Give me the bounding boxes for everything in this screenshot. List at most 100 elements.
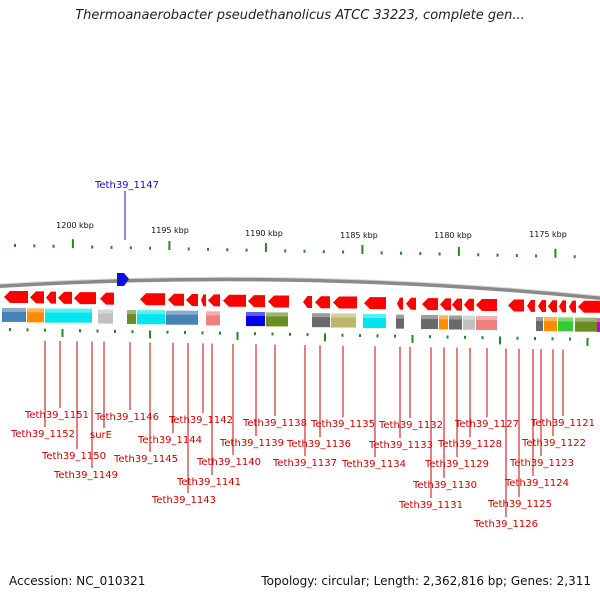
- cog-box-sheen: [575, 317, 597, 322]
- map-title: Thermoanaerobacter pseudethanolicus ATCC…: [75, 8, 525, 23]
- gene-label: Teth39_1137: [272, 458, 337, 469]
- cog-box: [463, 315, 475, 330]
- gene-arrow: [223, 294, 246, 307]
- gene-arrow: [201, 294, 206, 307]
- gene-label: Teth39_1145: [113, 454, 178, 465]
- gene-arrow: [406, 297, 416, 310]
- gene-label: Teth39_1150: [41, 451, 106, 462]
- gene-label: Teth39_1136: [286, 439, 351, 450]
- gene-arrow: [397, 297, 403, 310]
- gene-arrow: [4, 290, 28, 303]
- cog-box-sheen: [396, 314, 404, 319]
- gene-arrow: [559, 300, 566, 313]
- cog-box-sheen: [266, 312, 288, 317]
- gene-arrow: [364, 297, 386, 310]
- scale-label: 1185 kbp: [340, 231, 378, 240]
- cog-box: [449, 315, 462, 330]
- gene-label: Teth39_1126: [473, 519, 538, 530]
- cog-box-sheen: [45, 308, 92, 313]
- cog-box-sheen: [421, 315, 438, 320]
- cog-box: [363, 314, 386, 329]
- gene-label: Teth39_1146: [94, 412, 159, 423]
- cog-box-sheen: [363, 314, 386, 319]
- gene-arrow: [30, 291, 44, 304]
- gene-arrow: [476, 298, 497, 311]
- backbone-highlight: [0, 276, 600, 297]
- gene-arrow: [464, 298, 474, 311]
- gene-arrow: [569, 300, 576, 313]
- cog-box: [597, 318, 600, 333]
- gene-arrow: [315, 296, 330, 309]
- gene-label: Teth39_1130: [412, 480, 477, 491]
- gene-arrow: [100, 292, 114, 305]
- scale-label: 1180 kbp: [434, 231, 472, 240]
- gene-arrow: [548, 300, 557, 313]
- highlight-gene-label: Teth39_1147: [94, 180, 159, 191]
- gene-label: Teth39_1125: [487, 499, 552, 510]
- gene-label: Teth39_1129: [424, 459, 489, 470]
- scale-label: 1175 kbp: [529, 230, 567, 239]
- cog-box: [266, 312, 288, 327]
- cog-box: [396, 314, 404, 329]
- topology-text: Topology: circular; Length: 2,362,816 bp…: [261, 574, 591, 588]
- cog-box: [558, 317, 573, 332]
- gene-arrow: [452, 298, 462, 311]
- cog-box-sheen: [476, 315, 497, 320]
- cog-box-sheen: [27, 308, 44, 313]
- gene-label: Teth39_1121: [530, 418, 595, 429]
- gene-label: Teth39_1132: [378, 420, 443, 431]
- cog-box: [45, 308, 92, 323]
- cog-box-sheen: [544, 317, 557, 322]
- cog-box: [166, 310, 198, 325]
- gene-arrow: [422, 298, 438, 311]
- cog-box: [246, 312, 265, 327]
- gene-label: Teth39_1122: [521, 438, 586, 449]
- gene-label: Teth39_1138: [242, 418, 307, 429]
- cog-box-sheen: [206, 311, 220, 316]
- highlight-gene-arrow: [117, 273, 129, 286]
- gene-arrow: [538, 300, 546, 313]
- gene-arrow: [527, 299, 535, 312]
- cog-box-sheen: [137, 310, 165, 315]
- gene-label: Teth39_1123: [509, 458, 574, 469]
- cog-box-sheen: [597, 318, 600, 323]
- cog-box-sheen: [127, 310, 136, 315]
- gene-label: Teth39_1151: [24, 410, 89, 421]
- cog-box: [439, 315, 448, 330]
- cog-box: [312, 313, 330, 328]
- cog-box: [206, 311, 220, 326]
- gene-label: Teth39_1141: [176, 477, 241, 488]
- cog-box-sheen: [439, 315, 448, 320]
- gene-label: Teth39_1143: [151, 495, 216, 506]
- gene-label: Teth39_1140: [196, 457, 261, 468]
- cog-box: [544, 317, 557, 332]
- gene-label: Teth39_1144: [137, 435, 202, 446]
- gene-arrow: [303, 296, 312, 309]
- cog-box: [2, 307, 26, 322]
- gene-arrow: [578, 300, 600, 313]
- gene-label: Teth39_1128: [437, 439, 502, 450]
- gene-arrow: [186, 294, 198, 307]
- scale-label: 1190 kbp: [245, 229, 283, 238]
- cog-box: [137, 310, 165, 325]
- cog-box-sheen: [463, 315, 475, 320]
- gene-arrow: [440, 298, 451, 311]
- scale-label: 1200 kbp: [56, 221, 94, 230]
- cog-box-sheen: [98, 309, 113, 314]
- gene-arrow: [58, 291, 72, 304]
- cog-box: [575, 317, 597, 332]
- gene-label: Teth39_1124: [504, 478, 569, 489]
- cog-box-sheen: [2, 307, 26, 312]
- gene-arrow: [268, 295, 289, 308]
- cog-box: [27, 308, 44, 323]
- cog-box-sheen: [312, 313, 330, 318]
- genome-backbone: [0, 277, 600, 300]
- cog-box-sheen: [246, 312, 265, 317]
- cog-box: [476, 315, 497, 330]
- gene-arrow: [508, 299, 524, 312]
- gene-label: Teth39_1152: [10, 429, 75, 440]
- gene-arrow: [46, 291, 56, 304]
- cog-box-sheen: [331, 313, 356, 318]
